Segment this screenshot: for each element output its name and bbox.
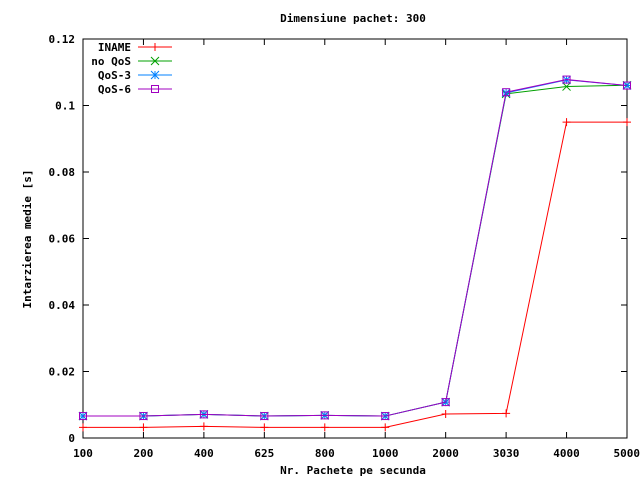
- series-line: [83, 84, 628, 417]
- series-iname: [79, 118, 631, 432]
- data-point: [562, 75, 571, 84]
- series-group: [78, 75, 632, 432]
- x-tick-label: 4000: [553, 447, 580, 460]
- legend-label: INAME: [98, 41, 131, 54]
- series-qos-6: [79, 75, 631, 421]
- data-point: [320, 423, 329, 432]
- data-point: [502, 88, 511, 97]
- data-point: [381, 412, 390, 421]
- legend-label: QoS-6: [98, 83, 131, 96]
- y-axis-label: Intarzierea medie [s]: [21, 169, 34, 308]
- axis-ticks: 0 0.02 0.04 0.06 0.08 0.1 0.12 100 200 400 625 800 1…: [49, 33, 640, 460]
- series-no-qos: [78, 80, 632, 421]
- series-line: [83, 79, 628, 417]
- plot-frame: [82, 38, 628, 439]
- data-point: [562, 82, 571, 91]
- data-point: [139, 412, 148, 421]
- data-point: [441, 410, 450, 419]
- data-point: [320, 411, 329, 420]
- x-tick-label: 1000: [372, 447, 399, 460]
- data-point: [260, 423, 269, 432]
- y-tick-label: 0: [68, 432, 75, 445]
- series-line: [83, 121, 627, 428]
- data-point: [151, 85, 159, 93]
- data-point: [502, 409, 511, 418]
- data-point: [199, 410, 208, 419]
- data-point: [623, 81, 631, 90]
- y-tick-label: 0.1: [55, 100, 75, 113]
- x-tick-label: 100: [73, 447, 93, 460]
- data-point: [79, 423, 87, 432]
- y-tick-label: 0.08: [49, 166, 76, 179]
- data-point: [441, 398, 450, 407]
- x-tick-label: 2000: [432, 447, 459, 460]
- legend-label: QoS-3: [98, 69, 131, 82]
- y-tick-label: 0.02: [49, 366, 76, 379]
- legend-label: no QoS: [91, 55, 131, 68]
- y-tick-label: 0.04: [49, 299, 76, 312]
- x-tick-label: 200: [134, 447, 154, 460]
- x-tick-label: 800: [315, 447, 335, 460]
- data-point: [150, 56, 160, 66]
- data-point: [151, 43, 159, 51]
- data-point: [139, 423, 148, 432]
- x-tick-label: 400: [194, 447, 214, 460]
- data-point: [199, 422, 208, 431]
- series-qos-3: [78, 75, 632, 421]
- x-tick-label: 3030: [493, 447, 520, 460]
- data-point: [381, 423, 390, 432]
- x-axis-label: Nr. Pachete pe secunda: [280, 464, 426, 477]
- y-tick-label: 0.06: [49, 233, 76, 246]
- data-point: [150, 70, 160, 80]
- data-point: [562, 118, 571, 127]
- chart-title: Dimensiune pachet: 300: [280, 12, 426, 25]
- series-line: [83, 79, 628, 417]
- y-tick-label: 0.12: [49, 33, 76, 46]
- data-point: [260, 412, 269, 421]
- x-tick-label: 625: [254, 447, 274, 460]
- data-point: [79, 412, 87, 421]
- data-point: [623, 118, 631, 127]
- x-tick-label: 5000: [614, 447, 640, 460]
